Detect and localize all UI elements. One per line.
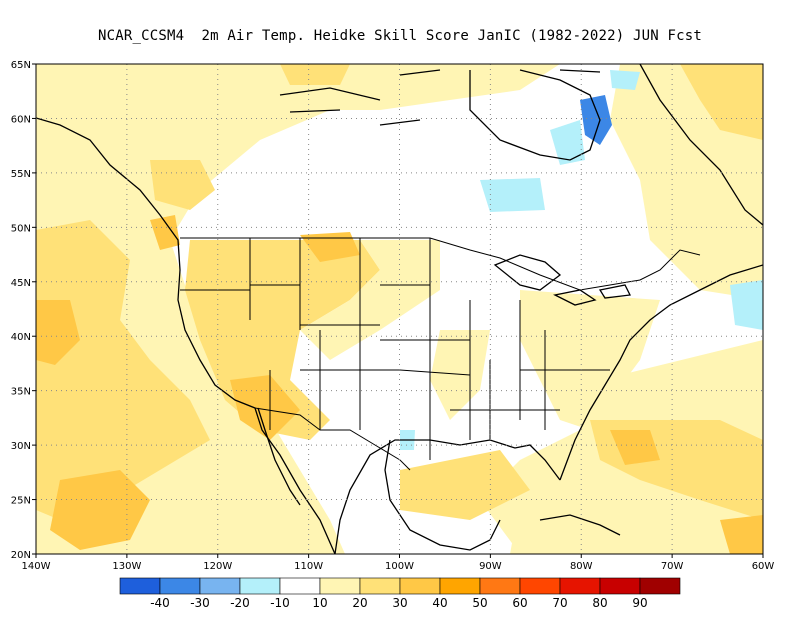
colorbar-swatch — [199, 577, 241, 595]
lon-tick-label: 80W — [570, 561, 593, 572]
lat-tick-label: 65N — [11, 60, 31, 71]
political-borders — [180, 237, 701, 471]
state-borders — [180, 238, 610, 460]
colorbar-swatch — [239, 577, 281, 595]
shade-southwest — [230, 375, 300, 440]
colorbar-swatch — [479, 577, 521, 595]
shade-ontario-blue — [480, 178, 545, 212]
colorbar-label: 90 — [632, 596, 647, 610]
lat-tick-label: 55N — [11, 169, 31, 180]
shade-hudson-dark — [580, 95, 612, 145]
colorbar-label: -30 — [190, 596, 210, 610]
gulf-coast — [334, 439, 561, 554]
shade-midwest — [430, 330, 490, 420]
baja — [257, 407, 301, 506]
lon-tick-label: 90W — [479, 561, 502, 572]
colorbar-swatch — [519, 577, 561, 595]
shade-gulf — [400, 450, 530, 520]
colorbar-swatch — [119, 577, 161, 595]
great-lakes — [493, 254, 631, 306]
shade-hudson-light — [550, 120, 585, 165]
arctic-islands — [279, 69, 601, 126]
lat-tick-label: 25N — [11, 496, 31, 507]
lat-tick-label: 20N — [11, 550, 31, 561]
shade-atlantic-se — [720, 515, 763, 554]
lon-tick-label: 120W — [203, 561, 232, 572]
shade-pacific-west — [36, 300, 80, 365]
colorbar-label: 30 — [392, 596, 407, 610]
shade-atlantic-dark — [610, 430, 660, 465]
shade-labrador-blue — [610, 70, 640, 90]
colorbar-swatch — [279, 577, 321, 595]
lon-tick-label: 70W — [661, 561, 684, 572]
lat-axis: 65N 60N 55N 50N 45N 40N 35N 30N 25N 20N — [11, 60, 36, 561]
lon-tick-label: 110W — [294, 561, 323, 572]
lat-tick-label: 35N — [11, 387, 31, 398]
lat-tick-label: 40N — [11, 332, 31, 343]
shade-atlantic-blue — [730, 280, 763, 330]
colorbar: -40 -30 -20 -10 10 20 30 40 50 60 70 80 90 — [119, 577, 681, 610]
shade-west-light — [300, 240, 440, 360]
lon-tick-label: 60W — [752, 561, 775, 572]
chart-title: NCAR_CCSM4 2m Air Temp. Heidke Skill Sco… — [97, 28, 702, 44]
lon-tick-label: 100W — [385, 561, 414, 572]
colorbar-label: -40 — [150, 596, 170, 610]
lat-tick-label: 60N — [11, 114, 31, 125]
colorbar-swatch — [319, 577, 361, 595]
colorbar-label: -10 — [270, 596, 290, 610]
lon-tick-label: 140W — [22, 561, 51, 572]
shade-north-mid — [280, 64, 350, 85]
mexico-gulf — [384, 439, 501, 551]
colorbar-label: 40 — [432, 596, 447, 610]
us-canada-border — [180, 237, 701, 291]
colorbar-label: -20 — [230, 596, 250, 610]
colorbar-label: 60 — [512, 596, 527, 610]
colorbar-swatch — [599, 577, 641, 595]
coastlines — [36, 64, 763, 554]
colorbar-label: 80 — [592, 596, 607, 610]
lat-tick-label: 50N — [11, 223, 31, 234]
colorbar-label: 10 — [312, 596, 327, 610]
colorbar-label: 20 — [352, 596, 367, 610]
shade-east-us — [520, 290, 660, 430]
colorbar-swatch — [439, 577, 481, 595]
lon-axis: 140W 130W 120W 110W 100W 90W 80W 70W 60W — [22, 554, 775, 572]
colorbar-swatch — [159, 577, 201, 595]
colorbar-swatch — [639, 577, 681, 595]
lat-tick-label: 30N — [11, 441, 31, 452]
lon-tick-label: 130W — [112, 561, 141, 572]
shade-caribbean — [510, 500, 620, 554]
us-mexico-border — [254, 407, 411, 471]
shade-north-light — [330, 64, 560, 110]
colorbar-swatch — [399, 577, 441, 595]
shade-bc — [150, 215, 180, 250]
skill-shading — [36, 64, 763, 554]
colorbar-swatch — [559, 577, 601, 595]
shade-pacific-south — [50, 470, 150, 550]
lat-tick-label: 45N — [11, 278, 31, 289]
shade-montana — [300, 232, 360, 262]
graticule — [36, 64, 763, 554]
hudson-bay — [469, 69, 601, 161]
east-coast — [559, 264, 763, 481]
cuba — [539, 514, 621, 536]
colorbar-label: 70 — [552, 596, 567, 610]
west-coast — [36, 117, 336, 554]
colorbar-swatch — [359, 577, 401, 595]
colorbar-label: 50 — [472, 596, 487, 610]
labrador — [639, 64, 763, 226]
shade-east-canada-mid — [680, 64, 763, 140]
